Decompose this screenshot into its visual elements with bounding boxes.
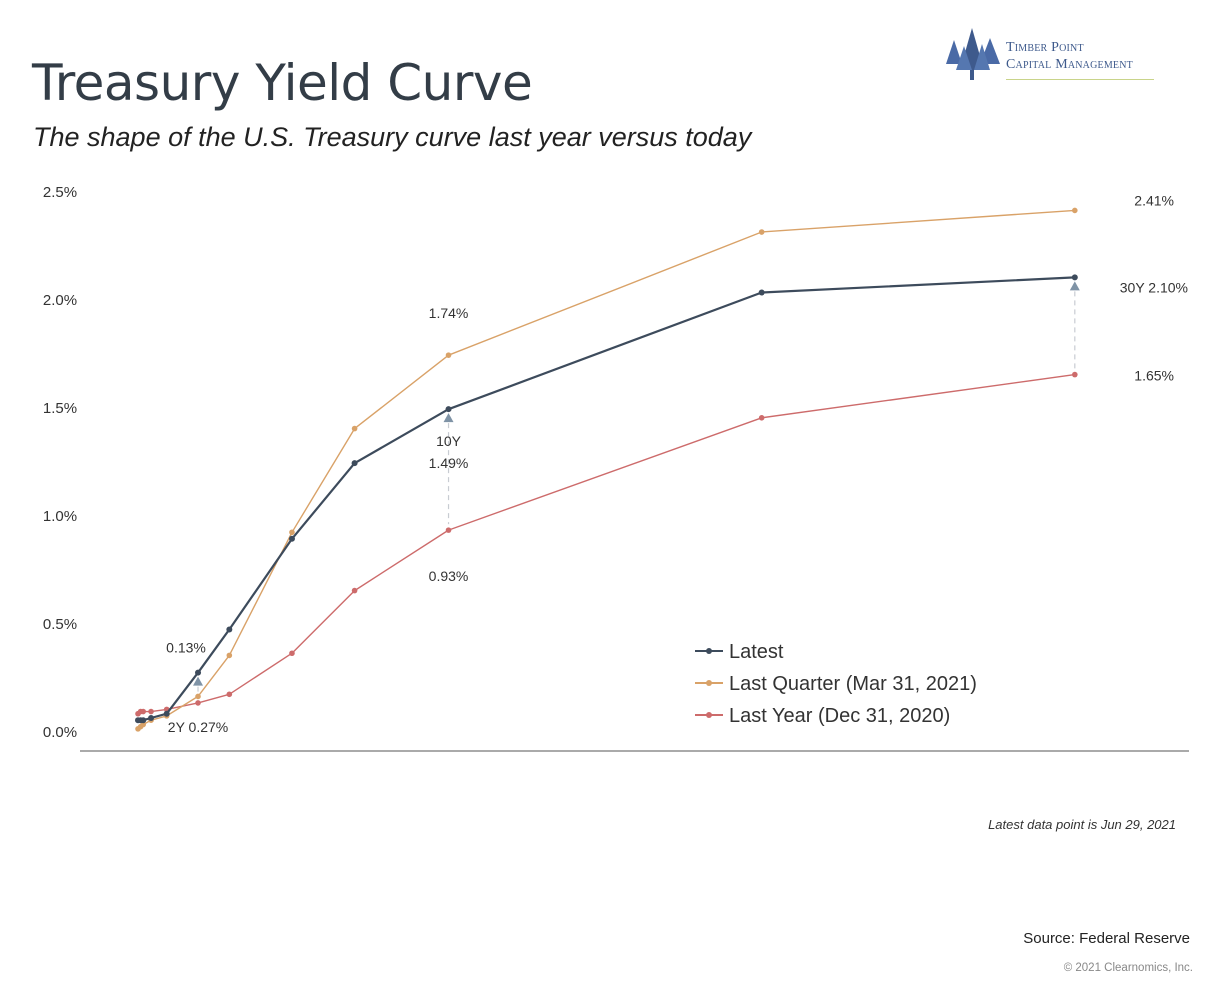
logo-underline (1006, 79, 1154, 80)
series-line-2 (137, 373, 1075, 715)
data-point (195, 700, 201, 706)
chart-title: Treasury Yield Curve (32, 54, 533, 112)
data-point (226, 691, 233, 698)
data-point (148, 715, 155, 722)
chart-subtitle: The shape of the U.S. Treasury curve las… (33, 122, 752, 152)
series-line-0 (138, 276, 1075, 722)
data-point (1072, 207, 1078, 214)
data-point (226, 652, 233, 659)
data-point (758, 289, 765, 296)
annotation-label: 1.65% (1134, 368, 1174, 384)
annotation-label: 10Y (436, 433, 462, 449)
data-point (758, 229, 765, 235)
logo-text: Timber Point Capital Management (1006, 39, 1133, 73)
data-point (1072, 371, 1078, 378)
y-tick-label: 0.5% (43, 616, 77, 633)
data-point (758, 415, 765, 421)
legend-swatch-dot (706, 648, 712, 654)
annotation-label: 0.13% (166, 640, 206, 656)
data-point (140, 708, 147, 715)
data-point (351, 460, 358, 467)
annotation-label: 2.41% (1134, 192, 1174, 208)
data-point (288, 535, 295, 542)
annotation-label: 2Y 0.27% (168, 719, 228, 735)
logo-line-1: Timber Point (1006, 40, 1084, 55)
y-tick-label: 2.5% (43, 184, 77, 201)
annotation-label: 1.74% (429, 305, 469, 321)
data-point (195, 693, 201, 700)
data-point (140, 717, 147, 724)
y-tick-label: 0.0% (43, 724, 77, 741)
data-point (1071, 274, 1078, 281)
source-text: Source: Federal Reserve (1023, 930, 1190, 947)
copyright-text: © 2021 Clearnomics, Inc. (1063, 962, 1193, 974)
annotation-label: 0.93% (429, 568, 469, 584)
data-point (195, 669, 202, 676)
pine-trees-icon (946, 28, 1000, 80)
series-line-1 (137, 209, 1075, 730)
data-point (163, 710, 170, 717)
data-point (148, 708, 154, 715)
data-point (351, 587, 358, 594)
data-point (140, 721, 147, 728)
company-logo: Timber Point Capital Management (942, 26, 1172, 86)
data-note: Latest data point is Jun 29, 2021 (988, 817, 1176, 832)
legend-swatch-dot (706, 712, 712, 718)
annotation-label: 1.49% (429, 455, 469, 471)
marker-triangle (193, 676, 204, 686)
marker-triangle (1069, 281, 1080, 291)
data-point (445, 406, 452, 413)
logo-line-2: Capital Management (1006, 57, 1133, 72)
data-point (226, 626, 233, 633)
legend-label: Last Year (Dec 31, 2020) (729, 705, 950, 727)
data-point (289, 650, 295, 657)
data-point (445, 352, 452, 358)
legend-label: Latest (729, 641, 784, 663)
y-tick-label: 1.0% (43, 508, 77, 525)
annotation-label: 30Y 2.10% (1120, 279, 1188, 295)
marker-triangle (443, 413, 454, 423)
data-point (289, 529, 295, 536)
y-tick-label: 1.5% (43, 400, 77, 417)
data-point (351, 425, 358, 432)
legend-swatch-dot (706, 680, 712, 686)
y-tick-label: 2.0% (43, 292, 77, 309)
data-point (445, 527, 452, 533)
legend-label: Last Quarter (Mar 31, 2021) (729, 673, 977, 695)
